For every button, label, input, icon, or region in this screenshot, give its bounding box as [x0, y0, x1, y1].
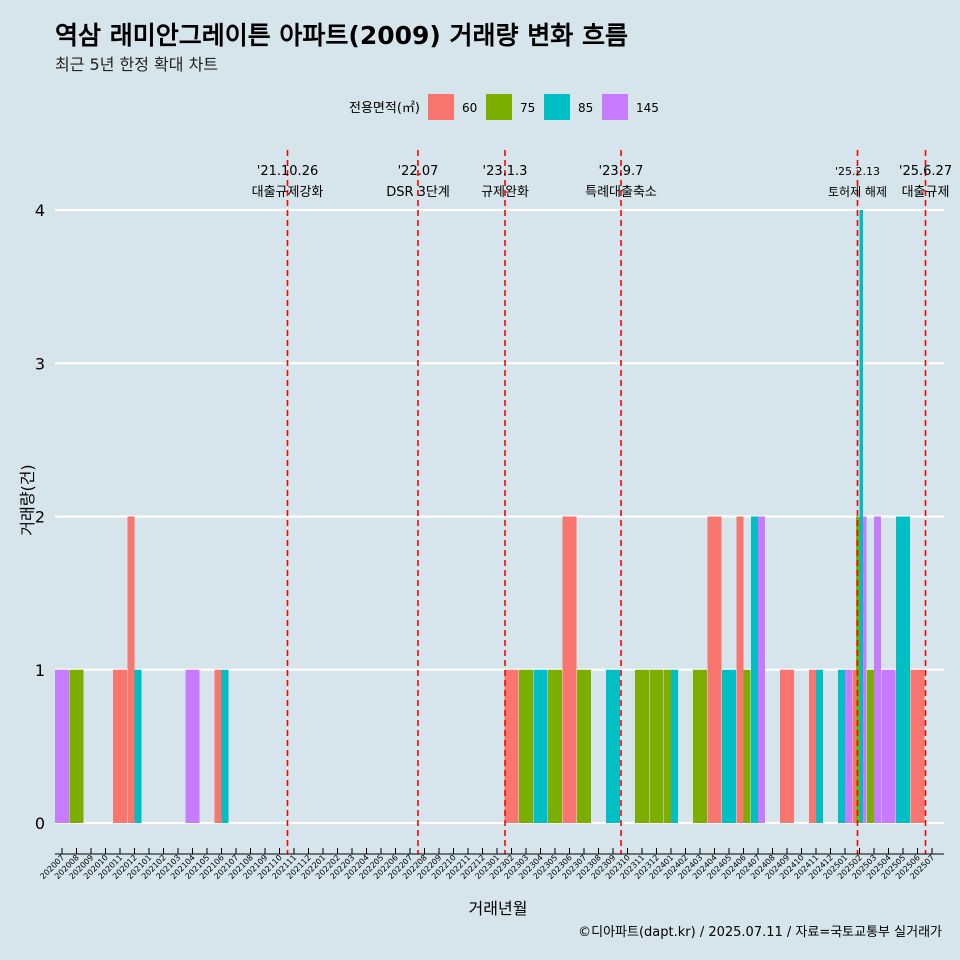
y-tick-label: 1	[35, 661, 45, 680]
chart-title: 역삼 래미안그레이튼 아파트(2009) 거래량 변화 흐름	[55, 21, 628, 50]
legend-swatch-85	[544, 94, 570, 120]
bar-202503-145	[874, 516, 881, 823]
bar-202406-60	[736, 516, 744, 823]
legend-swatch-60	[428, 94, 454, 120]
bar-202505-85	[896, 516, 910, 823]
bar-202502-85	[859, 210, 863, 823]
bar-202007-145	[55, 669, 69, 823]
y-tick-label: 0	[35, 814, 45, 833]
bar-202302-60	[504, 669, 519, 823]
bar-202503-75	[867, 669, 874, 823]
event-label: DSR 3단계	[386, 185, 450, 200]
bar-202407-85	[751, 516, 758, 823]
bar-202303-75	[519, 669, 533, 823]
bar-202405-85	[722, 669, 736, 823]
bar-202012-85	[134, 669, 142, 823]
bars	[55, 210, 925, 823]
event-label: 규제완화	[481, 185, 529, 200]
y-axis-label: 거래량(건)	[18, 464, 37, 535]
event-date: '23.9.7	[599, 164, 644, 179]
axes: 0123420200720200820200920201020201120201…	[35, 201, 944, 881]
event-label: 토허제 해제	[828, 185, 887, 199]
event-date: '23.1.3	[483, 164, 528, 179]
x-axis-label: 거래년월	[469, 899, 528, 918]
bar-202104-145	[185, 669, 200, 823]
event-label: 대출규제	[902, 185, 950, 200]
y-tick-label: 2	[35, 508, 45, 527]
legend-label-85: 85	[578, 101, 593, 115]
bar-202401-75	[664, 669, 671, 823]
legend-swatch-75	[486, 94, 512, 120]
bar-202406-75	[743, 669, 751, 823]
event-date: '25.2.13	[835, 165, 880, 178]
event-label: 특례대출축소	[585, 185, 657, 200]
bar-202008-75	[69, 669, 84, 823]
bar-202407-145	[758, 516, 765, 823]
event-date: '25.6.27	[899, 164, 952, 179]
bar-202504-145	[881, 669, 896, 823]
chart-subtitle: 최근 5년 한정 확대 차트	[55, 55, 218, 74]
bar-202311-75	[635, 669, 649, 823]
bar-202411-85	[816, 669, 823, 823]
legend-label-60: 60	[462, 101, 477, 115]
bar-202411-60	[809, 669, 816, 823]
bar-202309-85	[606, 669, 620, 823]
bar-202106-60	[214, 669, 222, 823]
event-label: 대출규제강화	[252, 185, 324, 200]
legend-label-145: 145	[636, 101, 659, 115]
bar-202501-85	[838, 669, 845, 823]
bar-202501-145	[845, 669, 852, 823]
bar-202401-85	[671, 669, 678, 823]
bar-202409-60	[780, 669, 794, 823]
bar-202305-75	[548, 669, 562, 823]
bar-202502-145	[863, 516, 867, 823]
bar-202404-60	[707, 516, 722, 823]
bar-202502-60	[852, 669, 856, 823]
event-lines: '21.10.26 대출규제강화 '22.07 DSR 3단계 '23.1.3 규제완화 '…	[252, 150, 952, 854]
bar-202502-75	[856, 516, 860, 823]
bar-202011-60	[113, 669, 127, 823]
event-date: '21.10.26	[257, 164, 318, 179]
event-date: '22.07	[398, 164, 439, 179]
legend: 전용면적(㎡) 60 75 85 145	[349, 94, 659, 120]
legend-title: 전용면적(㎡)	[349, 101, 420, 116]
bar-202506-60	[910, 669, 925, 823]
y-tick-label: 3	[35, 354, 45, 373]
bar-202012-60	[127, 516, 135, 823]
bar-202304-85	[533, 669, 548, 823]
legend-swatch-145	[602, 94, 628, 120]
bar-202306-60	[562, 516, 577, 823]
bar-202312-75	[649, 669, 664, 823]
bar-202403-75	[693, 669, 707, 823]
caption: ©디아파트(dapt.kr) / 2025.07.11 / 자료=국토교통부 실…	[578, 925, 942, 940]
y-tick-label: 4	[35, 201, 45, 220]
bar-202307-75	[577, 669, 591, 823]
legend-label-75: 75	[520, 101, 535, 115]
bar-202106-85	[221, 669, 229, 823]
grid	[55, 208, 944, 825]
